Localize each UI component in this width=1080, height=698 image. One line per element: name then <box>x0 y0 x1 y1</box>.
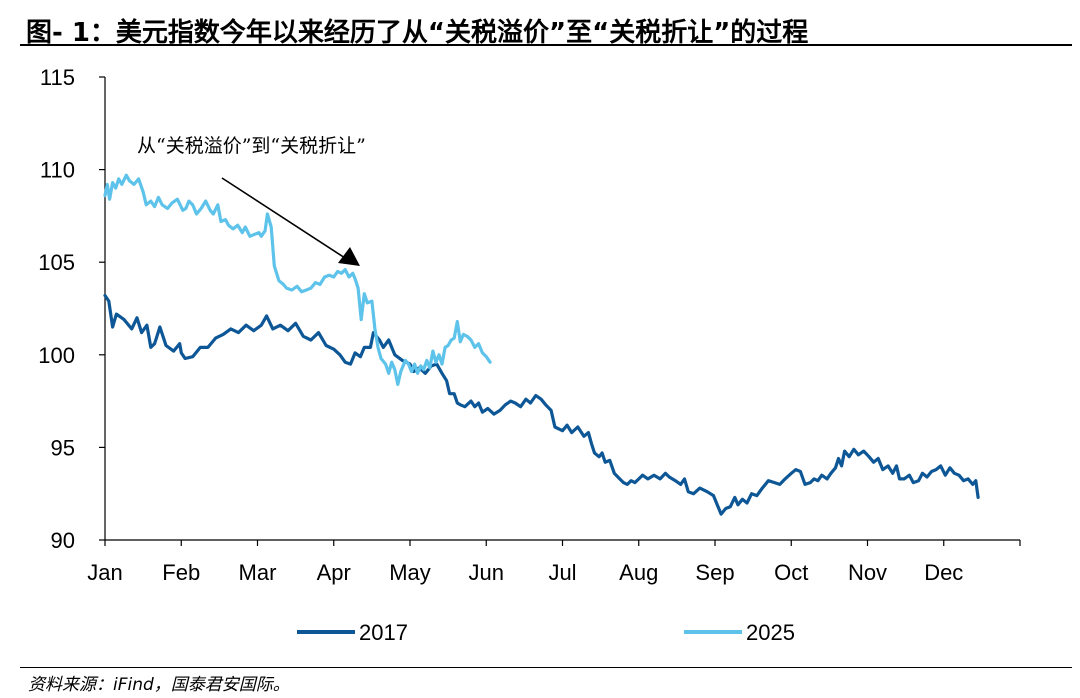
chart-axes: 90 95 100 105 110 115 Jan Feb Mar Apr May Jun Jul Aug… <box>38 65 1021 585</box>
annotation-arrow-head <box>338 247 360 266</box>
chart-legend: 2017 2025 <box>297 620 795 645</box>
x-tick-label: Feb <box>162 560 200 585</box>
x-tick-label: Jul <box>548 560 576 585</box>
series-line-2025 <box>103 173 492 386</box>
y-tick-label: 115 <box>40 65 75 90</box>
chart-annotation: 从“关税溢价”到“关税折让” <box>137 135 366 266</box>
y-tick-label: 90 <box>51 528 75 553</box>
footer-rule <box>20 667 1072 668</box>
x-tick-label: Aug <box>619 560 658 585</box>
x-tick-label: Dec <box>924 560 963 585</box>
annotation-arrow-line <box>221 177 346 259</box>
x-tick-label: Apr <box>317 560 351 585</box>
series-line-2017 <box>103 293 980 516</box>
x-tick-label: Jun <box>469 560 504 585</box>
y-tick-label: 105 <box>38 250 75 275</box>
figure-title: 图- 1：美元指数今年以来经历了从“关税溢价”至“关税折让”的过程 <box>26 18 809 48</box>
chart-series <box>103 173 980 516</box>
x-tick-label: May <box>389 560 431 585</box>
x-tick-label: Oct <box>774 560 808 585</box>
y-tick-label: 110 <box>40 158 75 183</box>
y-tick-label: 100 <box>38 343 75 368</box>
x-tick-label: Sep <box>695 560 734 585</box>
title-bar: 图- 1：美元指数今年以来经历了从“关税溢价”至“关税折让”的过程 <box>20 8 1072 48</box>
x-tick-label: Mar <box>239 560 277 585</box>
annotation-text: 从“关税溢价”到“关税折让” <box>137 135 366 157</box>
x-tick-label: Nov <box>848 560 887 585</box>
legend-label-2025: 2025 <box>746 620 795 645</box>
y-tick-label: 95 <box>51 435 75 460</box>
x-tick-label: Jan <box>87 560 122 585</box>
source-note: 资料来源：iFind，国泰君安国际。 <box>28 675 290 695</box>
legend-label-2017: 2017 <box>359 620 408 645</box>
